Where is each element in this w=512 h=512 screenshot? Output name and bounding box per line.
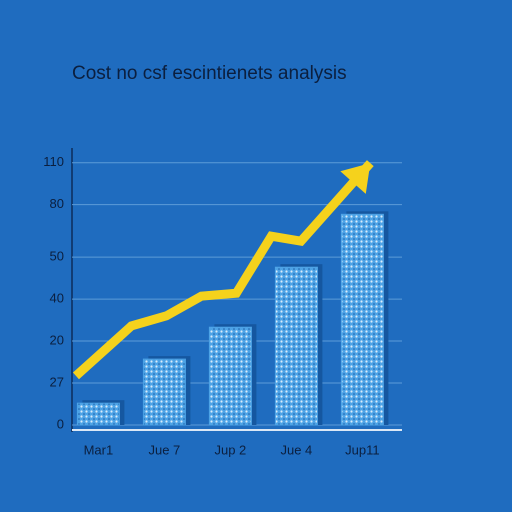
y-tick-label: 50 <box>50 249 64 264</box>
bar <box>340 213 384 426</box>
x-tick-label: Jup 2 <box>214 442 246 457</box>
trend-line <box>72 160 374 380</box>
y-tick-label: 20 <box>50 332 64 347</box>
bar <box>142 358 186 426</box>
y-tick-label: 110 <box>43 154 64 169</box>
bar <box>76 402 120 426</box>
y-tick-label: 27 <box>50 374 64 389</box>
y-tick-label: 0 <box>57 416 64 431</box>
x-tick-label: Jue 7 <box>148 442 180 457</box>
x-tick-label: Jup11 <box>345 442 379 457</box>
y-tick-label: 40 <box>50 291 64 306</box>
bar <box>208 326 252 426</box>
trend-arrowhead <box>340 163 371 194</box>
bar <box>274 266 318 426</box>
y-tick-label: 80 <box>50 196 64 211</box>
chart-title: Cost no csf escintienets analysis <box>72 63 347 84</box>
x-tick-label: Jue 4 <box>280 442 312 457</box>
x-tick-label: Mar1 <box>84 442 114 457</box>
